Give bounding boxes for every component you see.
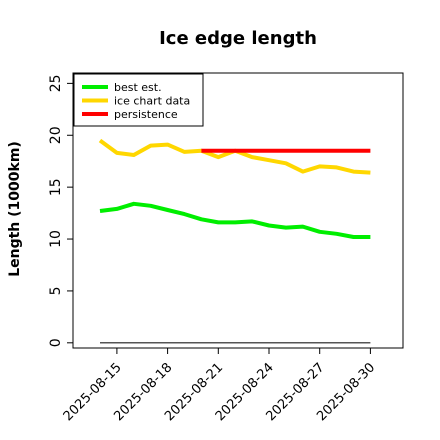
plot-area xyxy=(98,138,371,344)
chart-title: Ice edge length xyxy=(159,28,317,49)
series-line-best-est- xyxy=(99,201,371,239)
plot-frame xyxy=(72,72,404,349)
y-axis-label: Length (1000km) xyxy=(7,141,23,277)
legend-label: ice chart data xyxy=(114,95,190,108)
y-tick-label: 5 xyxy=(48,286,64,295)
y-tick-label: 10 xyxy=(48,230,64,248)
y-tick-label: 0 xyxy=(48,338,64,347)
series-line-ice-chart-data xyxy=(98,138,371,175)
y-axis: 0 5 10 15 20 25 xyxy=(48,74,73,347)
legend-label: persistence xyxy=(114,108,178,121)
y-tick-label: 20 xyxy=(48,126,64,144)
x-axis: 2025-08-152025-08-182025-08-212025-08-24… xyxy=(61,348,378,424)
y-tick-label: 15 xyxy=(48,178,64,196)
legend-label: best est. xyxy=(114,81,162,94)
y-tick-label: 25 xyxy=(48,74,64,92)
